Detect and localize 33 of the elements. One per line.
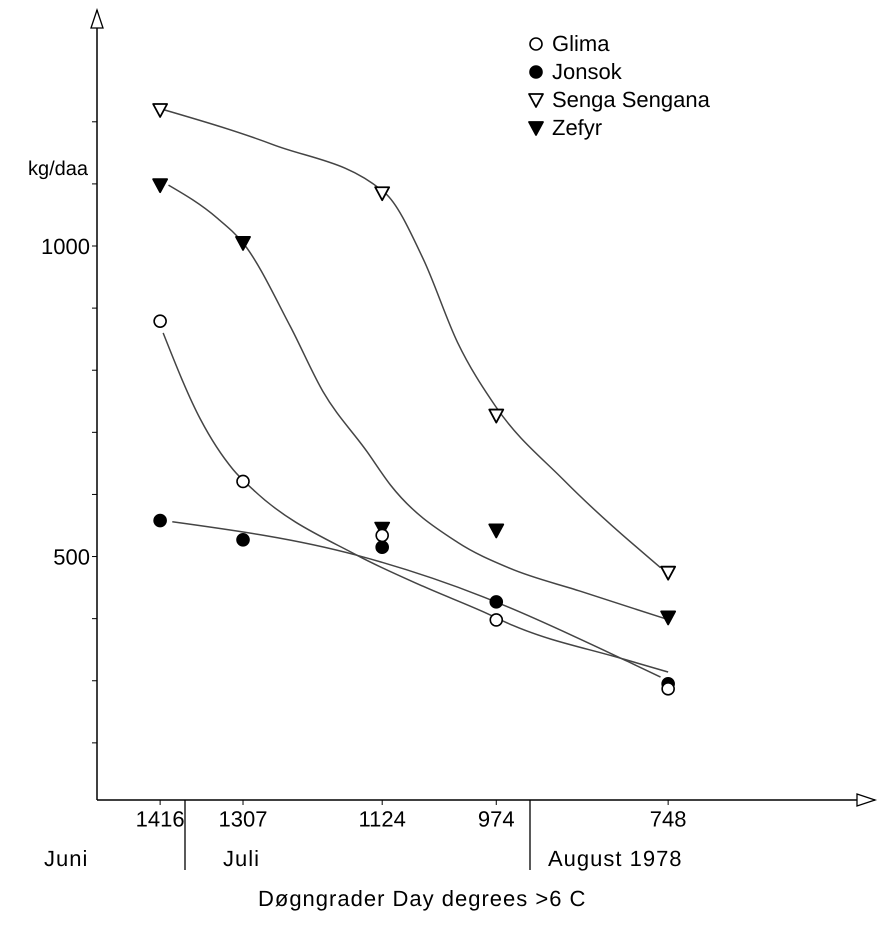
x-tick-label: 1416 [136,806,185,832]
point [488,408,504,424]
point [152,178,168,194]
legend-label: Glima [552,30,610,58]
point [660,610,676,626]
point [153,514,167,528]
point [489,595,504,609]
text: Juli [223,846,260,872]
legend-label: Senga Sengana [552,86,710,114]
point [374,186,390,202]
y-tick-label: 500 [53,544,90,570]
point [375,540,389,554]
point [235,236,251,251]
point [488,524,504,538]
x-tick-label: 1307 [218,806,268,832]
point [236,532,250,547]
x-tick-label: 748 [650,806,686,832]
point [375,528,389,542]
x-tick-label: 974 [478,806,515,832]
point [152,103,168,118]
y-tick-label: 1000 [41,234,90,259]
legend-label: Jonsok [552,58,622,86]
point [489,613,504,627]
x-tick-label: 1124 [358,806,406,832]
point [660,566,676,581]
point [661,682,675,696]
point [153,314,167,328]
point [236,474,250,488]
x-axis-title: Døgngrader Day degrees >6 C [258,886,586,912]
text: August 1978 [548,846,683,872]
text: Juni [44,846,88,872]
legend-label: Zefyr [552,114,602,142]
y-axis-title: kg/daa [28,158,88,181]
